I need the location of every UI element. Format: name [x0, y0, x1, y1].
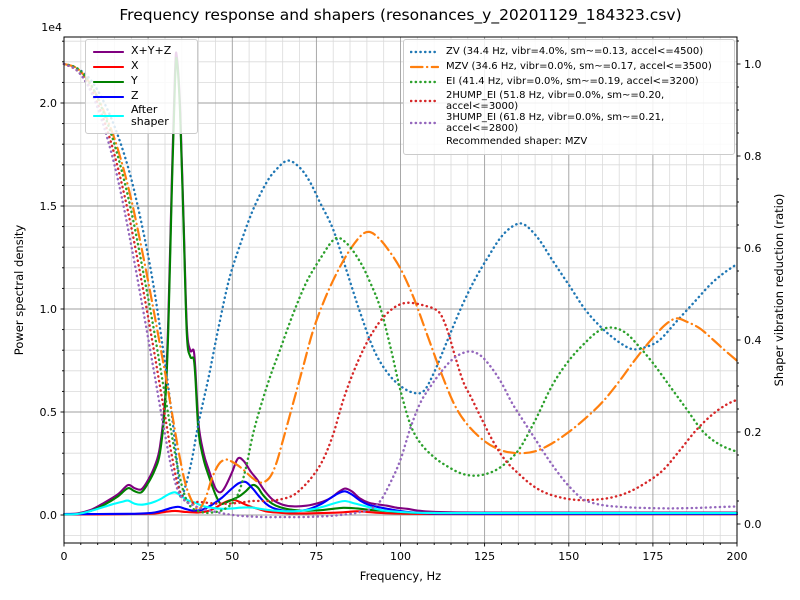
- legend-line-swatch: [93, 95, 124, 98]
- x-tick-label: 0: [61, 550, 68, 563]
- x-tick-label: 100: [390, 550, 411, 563]
- tick-labels: 0 25 50 75 100 125 150 175 200 0.0 0.5 1.0 1.5 2.0 0.0…: [40, 58, 762, 563]
- psd-curves: [62, 51, 739, 516]
- legend-item-2humpei: 2HUMP_EI (51.8 Hz, vibr=0.0%, sm~=0.20, …: [410, 90, 728, 112]
- x-tick-label: 200: [727, 550, 748, 563]
- legend-item-label: MZV (34.6 Hz, vibr=0.0%, sm~=0.17, accel…: [446, 61, 712, 73]
- legend-line-swatch: [410, 121, 439, 125]
- tick-marks: [60, 40, 741, 547]
- legend-line-swatch: [410, 99, 439, 102]
- y-right-tick-label: 0.8: [744, 150, 762, 163]
- shaper-curves: [62, 62, 739, 519]
- y-right-tick-label: 0.4: [744, 334, 762, 347]
- legend-item-label: EI (41.4 Hz, vibr=0.0%, sm~=0.19, accel<…: [446, 76, 699, 88]
- legend-item-label: Z: [131, 89, 139, 103]
- curve-shaper-mzv: [62, 62, 739, 511]
- legend-note-label: Recommended shaper: MZV: [446, 136, 588, 148]
- legend-item-label: 3HUMP_EI (61.8 Hz, vibr=0.0%, sm~=0.21, …: [446, 111, 665, 135]
- legend-item-label: Y: [131, 74, 138, 88]
- legend-shapers: ZV (34.4 Hz, vibr=4.0%, sm~=0.13, accel<…: [403, 39, 735, 155]
- x-tick-label: 75: [309, 550, 323, 563]
- legend-item-label: X: [131, 59, 139, 73]
- y-left-tick-label: 0.0: [40, 509, 58, 522]
- y-right-tick-label: 0.6: [744, 242, 762, 255]
- legend-psd: X+Y+Z X Y Z After shaper: [85, 39, 198, 134]
- y-right-tick-label: 0.2: [744, 426, 762, 439]
- legend-item-ei: EI (41.4 Hz, vibr=0.0%, sm~=0.19, accel<…: [410, 74, 728, 89]
- x-tick-label: 50: [225, 550, 239, 563]
- x-tick-label: 150: [558, 550, 579, 563]
- x-tick-label: 25: [141, 550, 155, 563]
- legend-line-swatch: [410, 50, 439, 53]
- legend-item-label: ZV (34.4 Hz, vibr=4.0%, sm~=0.13, accel<…: [446, 46, 704, 57]
- legend-line-swatch: [410, 80, 439, 84]
- legend-item-mzv: MZV (34.6 Hz, vibr=0.0%, sm~=0.17, accel…: [410, 59, 728, 74]
- y-left-axis-label: Power spectral density: [12, 224, 26, 356]
- legend-item-zv: ZV (34.4 Hz, vibr=4.0%, sm~=0.13, accel<…: [410, 44, 728, 59]
- legend-line-swatch: [93, 80, 124, 83]
- x-tick-label: 175: [642, 550, 663, 563]
- y-left-offset-label: 1e4: [41, 21, 62, 34]
- x-axis-label: Frequency, Hz: [359, 569, 442, 583]
- curve-psd-x-y-z: [62, 51, 739, 516]
- legend-item-label: 2HUMP_EI (51.8 Hz, vibr=0.0%, sm~=0.20, …: [446, 89, 665, 112]
- curve-psd-after-shaper: [62, 491, 739, 516]
- curve-psd-y: [62, 56, 739, 516]
- legend-line-swatch: [93, 65, 124, 68]
- legend-line-swatch: [93, 115, 124, 118]
- legend-item-3humpei: 3HUMP_EI (61.8 Hz, vibr=0.0%, sm~=0.21, …: [410, 112, 728, 134]
- legend-item-aftershaper: After shaper: [93, 103, 191, 129]
- y-left-tick-label: 0.5: [40, 406, 58, 419]
- curve-shaper-3hump-ei: [62, 62, 739, 519]
- y-right-axis-label: Shaper vibration reduction (ratio): [772, 193, 786, 387]
- legend-item-label: X+Y+Z: [131, 44, 172, 58]
- legend-line-swatch: [410, 65, 439, 68]
- legend-item-x+y+z: X+Y+Z: [93, 44, 191, 59]
- y-left-tick-label: 2.0: [40, 97, 58, 110]
- chart-title: Frequency response and shapers (resonanc…: [119, 6, 682, 24]
- legend-item-z: Z: [93, 89, 191, 104]
- x-tick-label: 125: [474, 550, 495, 563]
- y-left-tick-label: 1.5: [40, 200, 58, 213]
- legend-note-recommended-shaper: Recommended shaper: MZV: [410, 134, 728, 149]
- y-right-tick-label: 0.0: [744, 518, 762, 531]
- curve-shaper-2hump-ei: [62, 62, 739, 506]
- legend-item-x: X: [93, 59, 191, 74]
- y-right-tick-label: 1.0: [744, 58, 762, 71]
- curve-shaper-ei: [62, 62, 739, 515]
- legend-item-label: After shaper: [131, 103, 169, 129]
- legend-line-swatch: [93, 50, 124, 53]
- curve-shaper-zv: [62, 62, 739, 499]
- legend-item-y: Y: [93, 74, 191, 89]
- y-left-tick-label: 1.0: [40, 303, 58, 316]
